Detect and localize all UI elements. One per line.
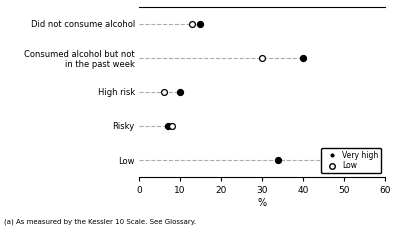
Low: [349, 158, 355, 162]
Very high: [164, 124, 171, 128]
Very high: [300, 56, 306, 60]
Very high: [197, 22, 204, 26]
Very high: [275, 158, 281, 162]
Low: [160, 90, 167, 94]
Text: (a) As measured by the Kessler 10 Scale. See Glossary.: (a) As measured by the Kessler 10 Scale.…: [4, 218, 196, 225]
Very high: [177, 90, 183, 94]
Low: [259, 56, 265, 60]
X-axis label: %: %: [258, 198, 266, 208]
Legend: Very high, Low: Very high, Low: [321, 148, 381, 173]
Low: [189, 22, 195, 26]
Low: [169, 124, 175, 128]
